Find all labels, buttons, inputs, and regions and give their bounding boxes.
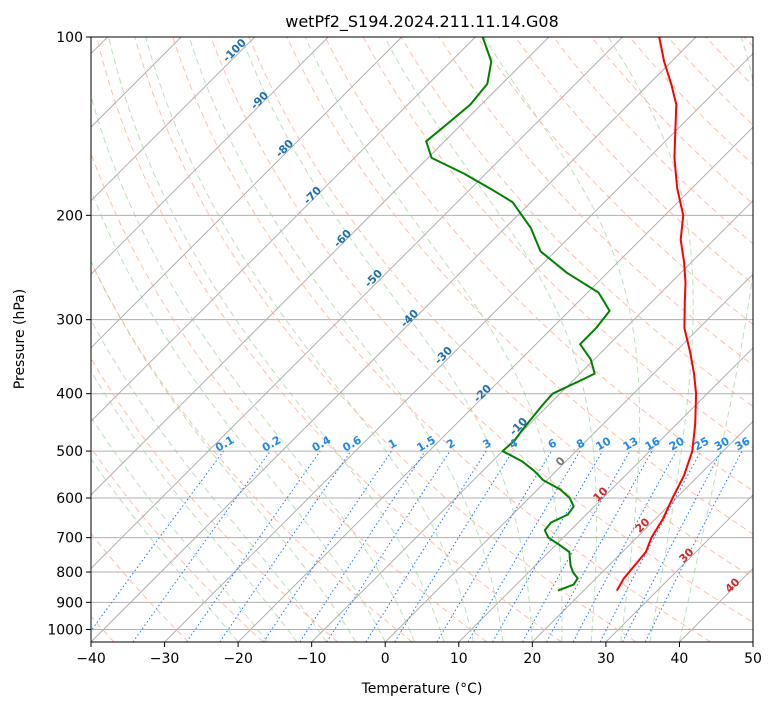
dry-adiabat <box>248 37 753 579</box>
moist-adiabat <box>241 37 533 642</box>
moist-adiabat <box>188 37 504 642</box>
mixing-ratio-line <box>132 450 271 642</box>
isotherm <box>91 37 403 349</box>
x-tick-label: −40 <box>76 651 106 667</box>
x-tick-label: −10 <box>297 651 327 667</box>
y-tick-label: 1000 <box>47 622 83 638</box>
y-axis-label: Pressure (hPa) <box>12 289 28 389</box>
mixing-ratio-line <box>326 450 451 642</box>
moist-adiabat <box>304 37 563 642</box>
moist-adiabat <box>91 188 386 642</box>
profile-lines <box>425 37 698 592</box>
isotherm <box>91 37 476 423</box>
dry-adiabat <box>286 37 753 535</box>
dry-adiabat <box>324 37 753 492</box>
y-tick-label: 100 <box>56 30 83 46</box>
moist-adiabat <box>91 370 298 642</box>
moist-adiabat <box>91 458 239 642</box>
mixing-ratio-lines <box>91 450 743 642</box>
moist-adiabats <box>91 37 753 642</box>
y-tick-label: 900 <box>56 595 83 611</box>
moist-adiabat <box>91 319 327 642</box>
y-tick-label: 400 <box>56 387 83 403</box>
x-tick-label: 50 <box>744 651 762 667</box>
dry-adiabat <box>91 357 339 642</box>
isotherm <box>311 199 753 642</box>
x-tick-label: 30 <box>597 651 615 667</box>
x-tick-label: 40 <box>671 651 689 667</box>
moist-adiabat <box>678 37 753 642</box>
x-tick-label: 0 <box>381 651 390 667</box>
isotherm <box>605 494 753 642</box>
x-tick-label: −20 <box>223 651 253 667</box>
mixing-ratio-line <box>219 450 352 642</box>
dry-adiabat <box>172 37 711 642</box>
grid <box>91 37 753 642</box>
dewpoint-line <box>425 37 611 592</box>
mixing-ratio-line <box>394 450 514 642</box>
dry-adiabat <box>210 37 753 623</box>
y-tick-label: 200 <box>56 208 83 224</box>
isotherm <box>91 37 256 202</box>
dry-adiabat <box>91 261 413 642</box>
mixing-ratio-line <box>299 450 426 642</box>
mixing-ratio-line <box>91 450 224 632</box>
mixing-ratio-line <box>546 450 653 642</box>
isotherm <box>91 37 697 642</box>
isotherm <box>91 37 623 570</box>
x-tick-label: −30 <box>150 651 180 667</box>
plot-area: 0.1 0.2 0.4 0.6 1 1.5 2 3 4 6 8 10 13 16 20 25 30 36-100-… <box>91 37 753 642</box>
dry-adiabat <box>134 37 637 642</box>
y-tick-label: 700 <box>56 531 83 547</box>
x-tick-label: 20 <box>523 651 541 667</box>
dry-adiabat <box>514 37 753 285</box>
dry-adiabat <box>96 37 562 642</box>
y-tick-label: 800 <box>56 565 83 581</box>
mixing-ratio-line <box>522 450 631 642</box>
moist-adiabat <box>384 37 598 642</box>
temperature-line <box>615 37 698 592</box>
moist-adiabat <box>607 37 694 642</box>
isotherm <box>458 347 753 642</box>
mixing-ratio-line <box>644 450 743 642</box>
moist-adiabat <box>483 37 641 642</box>
y-tick-label: 500 <box>56 444 83 460</box>
axis-ticks: −40 −30 −20 −10 0 10 20 30 40 50 100 200 300 400 500 60… <box>47 30 762 667</box>
mixing-ratio-line <box>263 450 392 642</box>
moist-adiabat <box>145 37 474 642</box>
x-tick-label: 10 <box>450 651 468 667</box>
mixing-ratio-line <box>572 450 677 642</box>
moist-adiabat <box>91 94 416 642</box>
isotherm <box>91 37 329 275</box>
y-tick-label: 300 <box>56 313 83 329</box>
isotherm <box>237 126 753 642</box>
moist-adiabat <box>91 416 268 642</box>
plot-frame <box>90 36 754 643</box>
x-axis-label: Temperature (°C) <box>361 681 483 697</box>
chart-title: wetPf2_S194.2024.211.11.14.G08 <box>285 12 559 32</box>
moist-adiabat <box>108 37 445 642</box>
y-tick-label: 600 <box>56 491 83 507</box>
isotherm <box>531 420 753 642</box>
dry-adiabat <box>91 446 264 642</box>
isotherm <box>164 52 753 642</box>
dry-adiabats <box>91 37 753 642</box>
isotherm <box>91 37 550 496</box>
mixing-ratio-line <box>186 450 321 642</box>
